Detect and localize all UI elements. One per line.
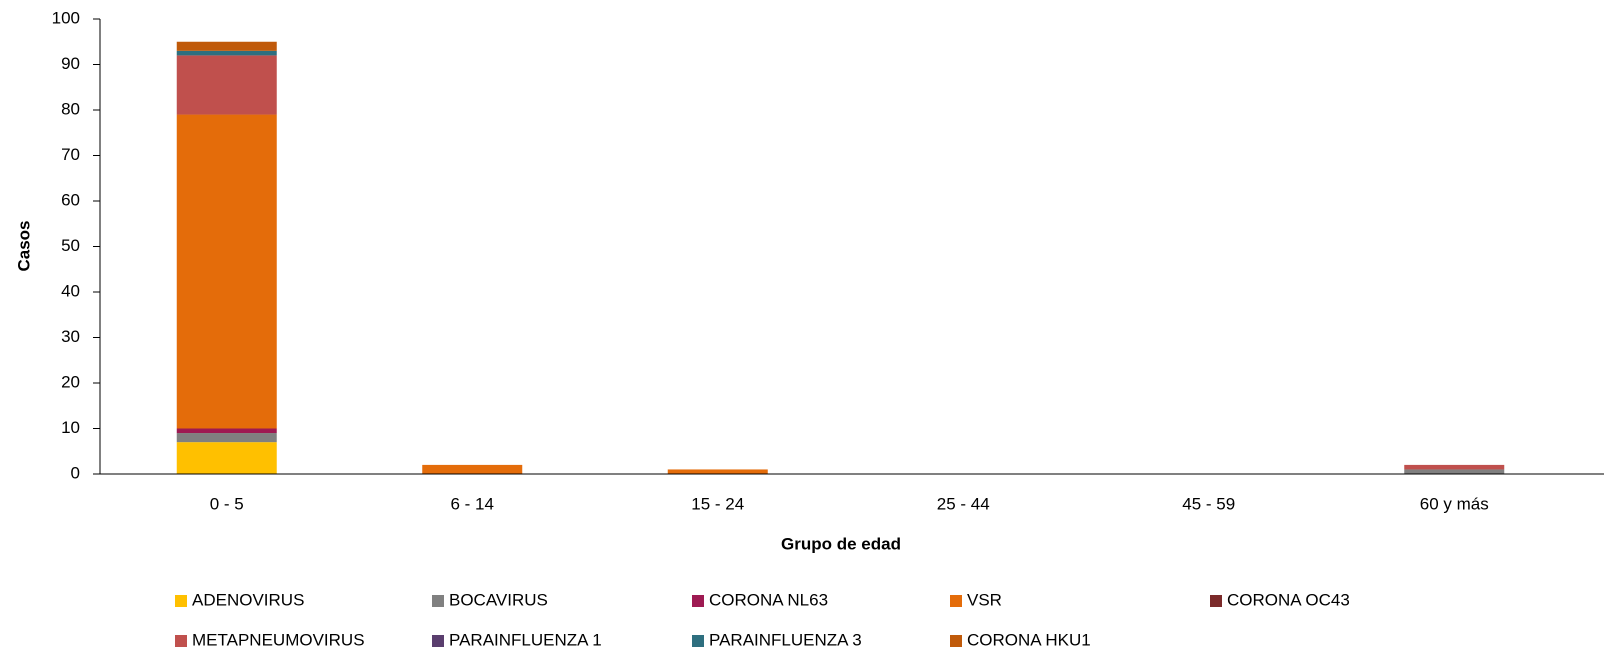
legend-label: ADENOVIRUS	[192, 590, 304, 609]
bar-segment	[176, 114, 277, 429]
y-tick-label: 40	[61, 281, 80, 300]
legend-label: BOCAVIRUS	[449, 590, 548, 609]
y-tick-label: 10	[61, 418, 80, 437]
legend-label: METAPNEUMOVIRUS	[192, 630, 365, 649]
legend-swatch	[950, 635, 962, 647]
bar-segment	[1404, 464, 1505, 470]
y-tick-label: 20	[61, 372, 80, 391]
legend-label: CORONA HKU1	[967, 630, 1091, 649]
legend-swatch	[432, 595, 444, 607]
legend-label: PARAINFLUENZA 3	[709, 630, 862, 649]
x-tick-label: 15 - 24	[691, 494, 744, 513]
y-tick-label: 60	[61, 190, 80, 209]
y-tick-label: 30	[61, 327, 80, 346]
bar-segment	[1404, 469, 1505, 474]
y-tick-label: 100	[52, 8, 80, 27]
bar-segment	[176, 442, 277, 474]
legend-swatch	[175, 635, 187, 647]
legend-label: PARAINFLUENZA 1	[449, 630, 602, 649]
legend-swatch	[692, 595, 704, 607]
legend-swatch	[432, 635, 444, 647]
bar-segment	[176, 433, 277, 443]
y-tick-label: 0	[71, 463, 80, 482]
x-tick-label: 60 y más	[1420, 494, 1489, 513]
bar-segment	[422, 464, 523, 474]
legend-swatch	[692, 635, 704, 647]
bar-segment	[176, 55, 277, 115]
y-tick-label: 90	[61, 54, 80, 73]
x-tick-label: 0 - 5	[210, 494, 244, 513]
bar-segment	[176, 41, 277, 51]
x-axis-label: Grupo de edad	[781, 534, 901, 553]
bar-segment	[667, 469, 768, 474]
y-tick-label: 80	[61, 99, 80, 118]
legend-label: VSR	[967, 590, 1002, 609]
bar-segment	[176, 428, 277, 434]
x-tick-label: 45 - 59	[1182, 494, 1235, 513]
bar-segment	[176, 50, 277, 56]
y-tick-label: 70	[61, 145, 80, 164]
y-tick-label: 50	[61, 236, 80, 255]
legend-label: CORONA NL63	[709, 590, 828, 609]
x-tick-label: 25 - 44	[937, 494, 990, 513]
legend-label: CORONA OC43	[1227, 590, 1350, 609]
x-tick-label: 6 - 14	[451, 494, 494, 513]
legend-swatch	[1210, 595, 1222, 607]
legend-swatch	[950, 595, 962, 607]
y-axis-label: Casos	[14, 220, 33, 271]
legend-swatch	[175, 595, 187, 607]
